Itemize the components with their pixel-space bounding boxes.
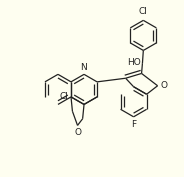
Text: HO: HO bbox=[127, 58, 141, 67]
Text: Cl: Cl bbox=[60, 92, 68, 101]
Text: O: O bbox=[160, 81, 167, 90]
Text: F: F bbox=[131, 120, 136, 129]
Text: Cl: Cl bbox=[139, 7, 148, 16]
Text: O: O bbox=[74, 128, 81, 137]
Text: N: N bbox=[80, 62, 86, 72]
